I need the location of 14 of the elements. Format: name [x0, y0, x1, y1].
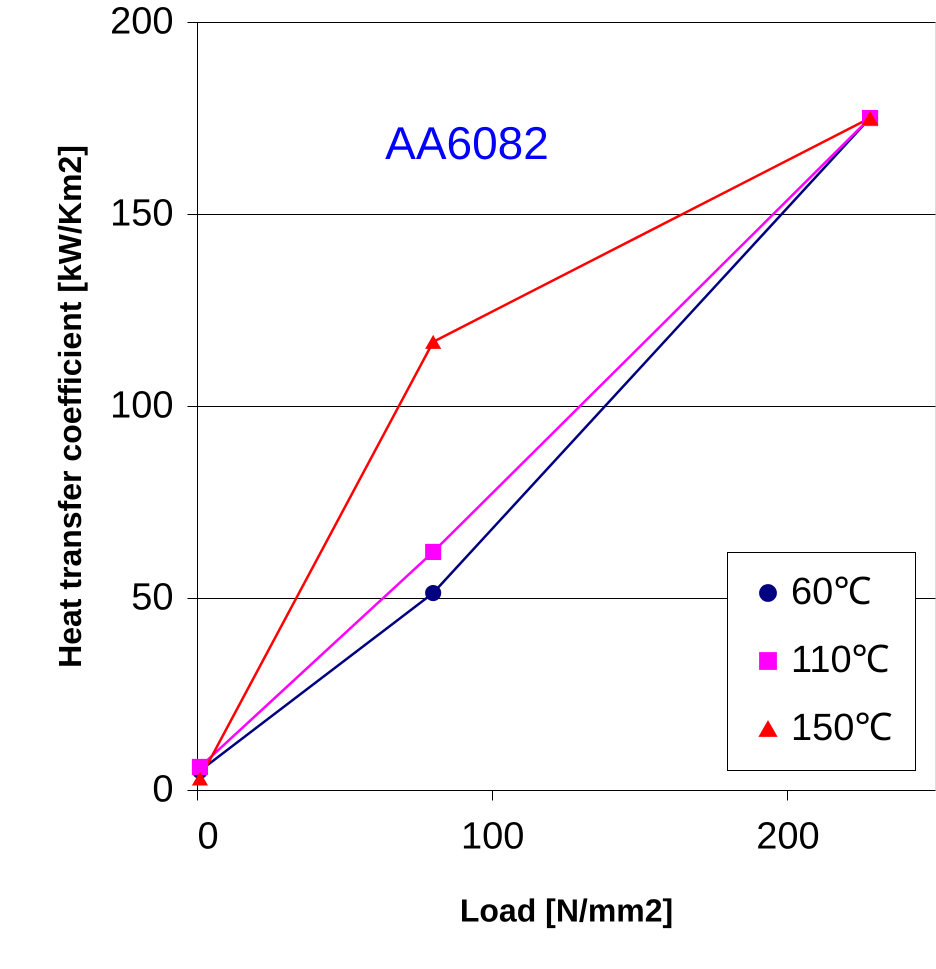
y-axis-title: Heat transfer coefficient [kW/Km2]: [52, 145, 88, 668]
y-tick-label: 100: [110, 384, 174, 426]
x-tick-label: 200: [756, 816, 820, 858]
y-tick-label: 150: [110, 192, 174, 234]
y-tick-label: 50: [131, 576, 174, 618]
x-tick-label: 0: [198, 816, 219, 858]
legend-label: 150℃: [791, 707, 892, 749]
x-axis-title: Load [N/mm2]: [460, 892, 674, 928]
y-tick-label: 0: [152, 768, 174, 810]
legend-label: 110℃: [791, 639, 890, 681]
legend-label: 60℃: [791, 571, 872, 613]
y-tick-label: 200: [110, 0, 174, 42]
x-tick-label: 100: [460, 816, 524, 858]
annotation: AA6082: [385, 117, 549, 169]
